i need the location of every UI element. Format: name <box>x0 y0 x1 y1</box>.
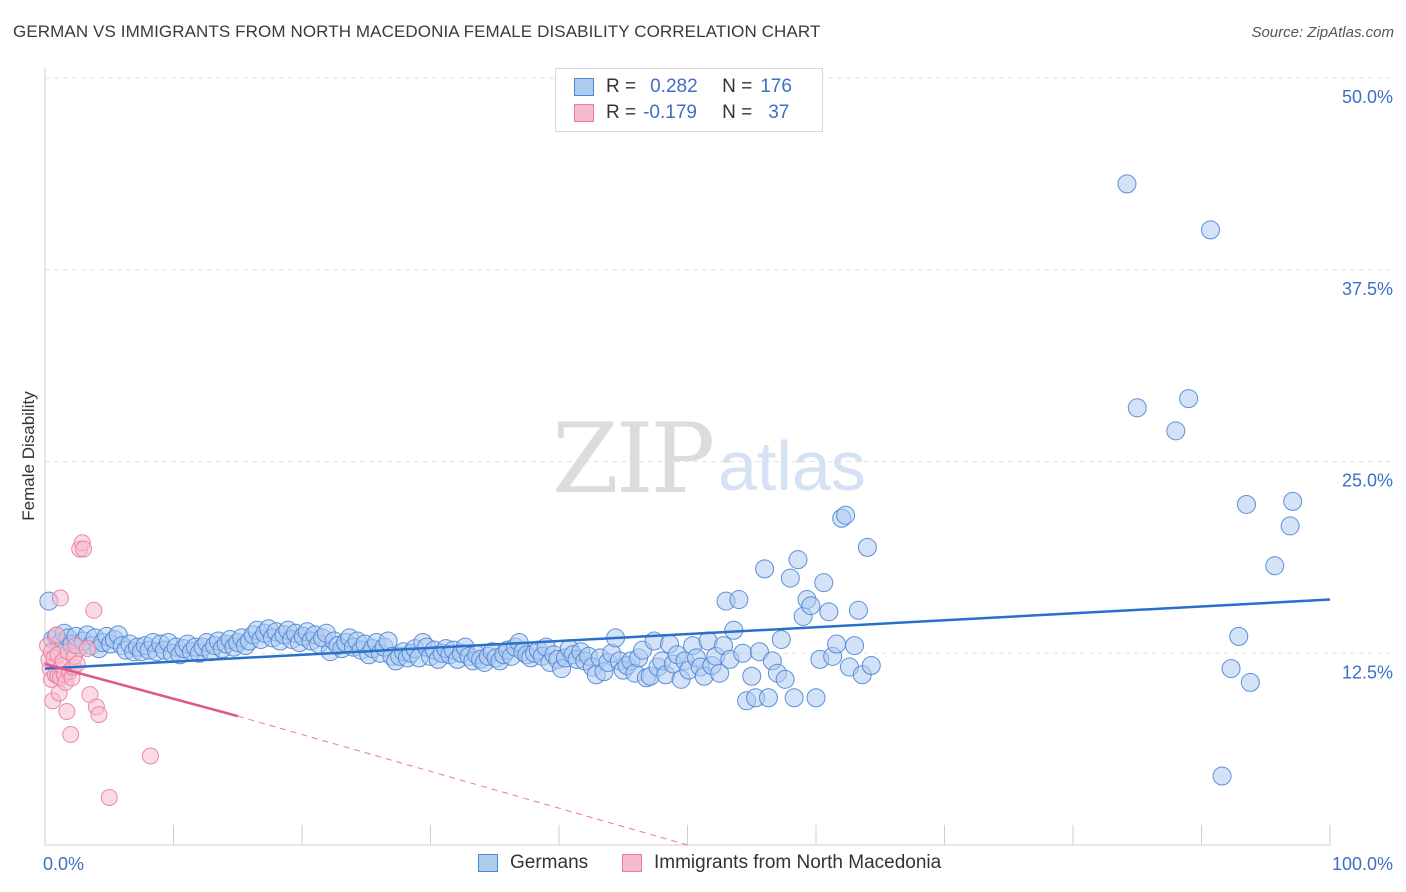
y-tick-label: 50.0% <box>1342 87 1393 107</box>
macedonia-trend-extension <box>237 715 688 846</box>
macedonia-point <box>100 788 118 806</box>
macedonia-point <box>51 589 69 607</box>
germans-point <box>1229 626 1249 646</box>
r-label: R = <box>606 76 637 97</box>
trend-lines <box>44 598 1331 846</box>
germans-point <box>845 636 865 656</box>
germans-point <box>827 634 847 654</box>
legend-item-germans: Germans <box>478 852 588 874</box>
germans-point <box>1200 220 1220 240</box>
macedonia-point <box>141 747 159 765</box>
germans-point <box>848 600 868 620</box>
germans-point <box>788 550 808 570</box>
y-tick-labels: 12.5% 25.0% 37.5% 50.0% <box>1342 87 1393 682</box>
germans-point <box>1212 766 1232 786</box>
y-tick-label: 25.0% <box>1342 471 1393 491</box>
n-label: N = <box>722 102 753 123</box>
germans-point <box>861 656 881 676</box>
chart-title: GERMAN VS IMMIGRANTS FROM NORTH MACEDONI… <box>13 22 821 41</box>
macedonia-swatch <box>574 104 594 122</box>
macedonia-point <box>58 703 76 721</box>
germans-point <box>1265 556 1285 576</box>
germans-point <box>780 568 800 588</box>
germans-point <box>1127 398 1147 418</box>
germans-point <box>814 573 834 593</box>
germans-point <box>1280 516 1300 536</box>
germans-point <box>836 505 856 525</box>
germans-legend-label: Germans <box>510 852 589 873</box>
germans-point <box>1221 659 1241 679</box>
germans-point <box>784 688 804 708</box>
n-value: 176 <box>760 76 792 97</box>
macedonia-point <box>62 726 80 744</box>
r-value: 0.282 <box>650 76 698 97</box>
x-tick-labels: 0.0% 100.0% <box>43 854 1393 874</box>
n-value: 37 <box>768 102 790 123</box>
y-tick-label: 37.5% <box>1342 279 1393 299</box>
stats-legend-row-macedonia: R = -0.179 N = 37 <box>574 100 789 126</box>
germans-point <box>733 643 753 663</box>
germans-trend-line <box>44 598 1331 670</box>
germans-point <box>775 669 795 689</box>
source-attribution: Source: ZipAtlas.com <box>1251 24 1394 41</box>
watermark: ZIP atlas <box>552 403 866 515</box>
macedonia-legend-label: Immigrants from North Macedonia <box>654 852 942 873</box>
germans-point <box>806 688 826 708</box>
macedonia-trend-line <box>44 662 239 718</box>
watermark-atlas: atlas <box>718 427 866 505</box>
germans-point <box>1179 389 1199 409</box>
germans-point <box>801 596 821 616</box>
germans-point <box>758 688 778 708</box>
gridlines <box>45 77 1395 654</box>
germans-point <box>771 629 791 649</box>
macedonia-point <box>78 640 96 658</box>
watermark-zip: ZIP <box>552 403 713 515</box>
x-tick-label: 100.0% <box>1332 854 1393 874</box>
germans-legend-swatch <box>478 854 498 872</box>
germans-point <box>729 590 749 610</box>
macedonia-point <box>90 706 108 724</box>
germans-point <box>1166 421 1186 441</box>
stats-legend: R = 0.282 N = 176 R = -0.179 N = 37 <box>555 68 823 132</box>
y-axis-label: Female Disability <box>19 391 38 521</box>
germans-point <box>710 663 730 683</box>
r-value: -0.179 <box>643 102 697 123</box>
macedonia-point <box>75 540 93 558</box>
germans-point <box>1283 491 1303 511</box>
germans-point <box>1117 174 1137 194</box>
macedonia-point <box>48 626 66 644</box>
legend-item-macedonia: Immigrants from North Macedonia <box>622 852 941 874</box>
macedonia-point <box>85 601 103 619</box>
r-label: R = <box>606 102 637 123</box>
y-tick-label: 12.5% <box>1342 662 1393 682</box>
germans-point <box>749 642 769 662</box>
n-label: N = <box>722 76 753 97</box>
germans-point <box>755 559 775 579</box>
germans-point <box>819 602 839 622</box>
stats-legend-row-germans: R = 0.282 N = 176 <box>574 74 792 100</box>
data-points <box>39 174 1303 806</box>
germans-point <box>1240 672 1260 692</box>
macedonia-legend-swatch <box>622 854 642 872</box>
macedonia-point <box>68 655 86 673</box>
germans-point <box>742 666 762 686</box>
x-tick-label: 0.0% <box>43 854 84 874</box>
germans-point <box>857 537 877 557</box>
germans-swatch <box>574 78 594 96</box>
germans-point <box>1236 494 1256 514</box>
